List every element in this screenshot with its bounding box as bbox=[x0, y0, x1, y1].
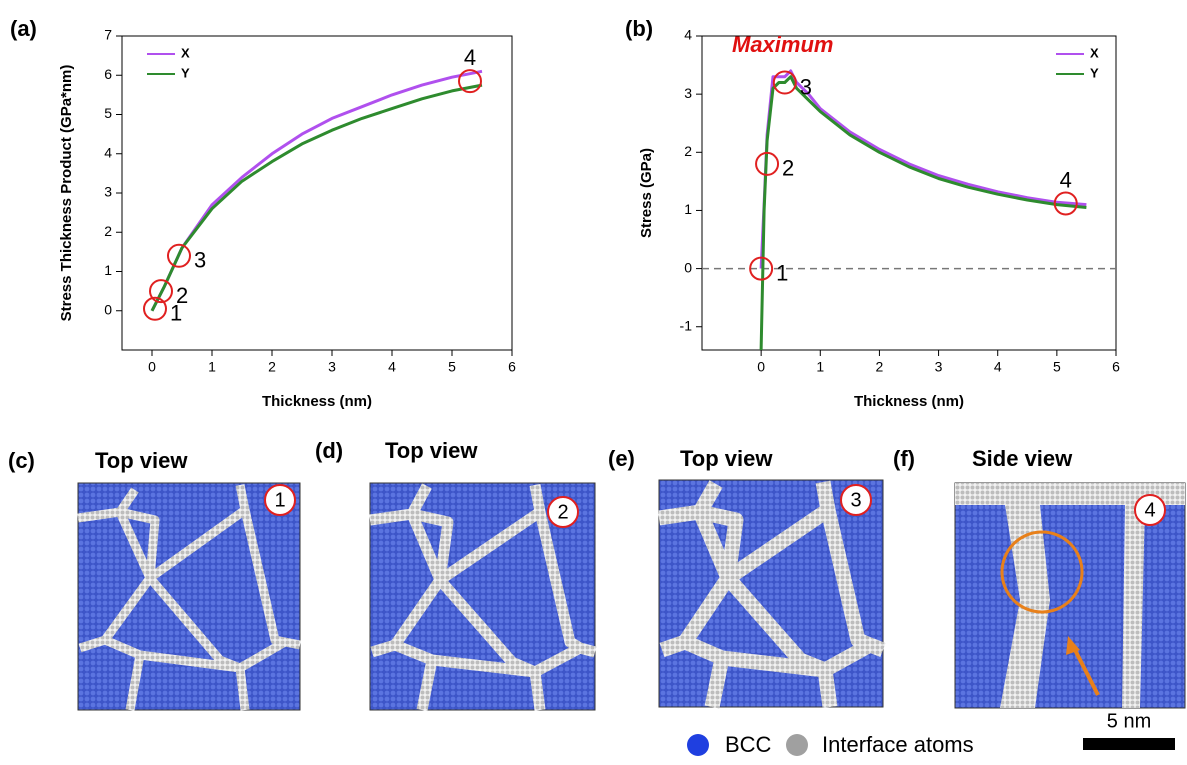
panel-label: (d) bbox=[315, 438, 343, 463]
legend-swatch bbox=[687, 734, 709, 756]
marker-label: 2 bbox=[782, 156, 794, 181]
y-tick-label: 5 bbox=[104, 105, 112, 121]
badge-label: 4 bbox=[1144, 499, 1155, 521]
x-tick-label: 0 bbox=[757, 359, 765, 375]
x-tick-label: 5 bbox=[1053, 359, 1061, 375]
panel-title: Top view bbox=[680, 446, 773, 471]
y-tick-label: 3 bbox=[684, 85, 692, 101]
y-axis-label: Stress (GPa) bbox=[638, 148, 655, 238]
marker-label: 4 bbox=[1060, 167, 1072, 192]
marker-label: 1 bbox=[170, 301, 182, 326]
x-tick-label: 2 bbox=[268, 359, 276, 375]
y-tick-label: 4 bbox=[104, 144, 112, 160]
x-tick-label: 1 bbox=[816, 359, 824, 375]
marker-circle bbox=[772, 70, 797, 95]
marker-label: 3 bbox=[194, 248, 206, 273]
marker-label: 1 bbox=[776, 260, 788, 285]
marker-circle bbox=[143, 296, 167, 321]
y-axis-label: Stress Thickness Product (GPa*nm) bbox=[58, 65, 75, 322]
panel-title: Top view bbox=[95, 448, 188, 473]
badge bbox=[264, 484, 296, 516]
data-line bbox=[759, 69, 1087, 269]
marker-circle bbox=[1053, 191, 1078, 216]
y-tick-label: 2 bbox=[684, 143, 692, 159]
snapshot-c bbox=[77, 482, 301, 711]
scale-bar bbox=[1083, 738, 1175, 750]
y-tick-label: 0 bbox=[684, 259, 692, 275]
x-axis-label: Thickness (nm) bbox=[262, 393, 372, 410]
y-tick-label: 0 bbox=[104, 301, 112, 317]
chart: (b) 0 1 2 3 4 5 6 -1 0 1 2 3 4 Thickness (nm) Stress (G… bbox=[625, 16, 1120, 410]
y-tick-label: 4 bbox=[684, 27, 692, 43]
legend-label: X bbox=[1090, 45, 1099, 60]
x-tick-label: 6 bbox=[508, 359, 516, 375]
x-tick-label: 5 bbox=[448, 359, 456, 375]
x-tick-label: 0 bbox=[148, 359, 156, 375]
y-tick-label: 1 bbox=[104, 262, 112, 278]
x-tick-label: 4 bbox=[994, 359, 1002, 375]
x-tick-label: 4 bbox=[388, 359, 396, 375]
snapshot-e bbox=[657, 479, 886, 709]
scale-bar-label: 5 nm bbox=[1107, 710, 1151, 732]
badge-label: 1 bbox=[274, 489, 285, 511]
marker-circle bbox=[755, 151, 780, 176]
badge bbox=[1134, 494, 1166, 526]
legend-label: Y bbox=[181, 65, 190, 80]
panel-title: Top view bbox=[385, 438, 478, 463]
badge bbox=[547, 496, 579, 528]
y-tick-label: 1 bbox=[684, 201, 692, 217]
y-tick-label: 2 bbox=[104, 223, 112, 239]
marker-circle bbox=[149, 279, 173, 304]
x-tick-label: 3 bbox=[935, 359, 943, 375]
legend-label: Interface atoms bbox=[822, 732, 974, 757]
panel-labels: (c) Top view 1 (d) Top view 2 (e) Top view 3 (f) S… bbox=[8, 438, 1166, 528]
data-line bbox=[150, 69, 483, 312]
annotation: Maximum bbox=[732, 32, 833, 57]
legend-label: BCC bbox=[725, 732, 772, 757]
x-axis-label: Thickness (nm) bbox=[854, 393, 964, 410]
marker-label: 4 bbox=[464, 45, 476, 70]
marker-label: 3 bbox=[800, 74, 812, 99]
panel-title: Side view bbox=[972, 446, 1073, 471]
y-tick-label: -1 bbox=[680, 317, 693, 333]
y-tick-label: 6 bbox=[104, 66, 112, 82]
legend-label: Y bbox=[1090, 65, 1099, 80]
x-tick-label: 6 bbox=[1112, 359, 1120, 375]
data-line bbox=[150, 83, 483, 312]
panel-label: (e) bbox=[608, 446, 635, 471]
legend-swatch bbox=[786, 734, 808, 756]
panel-label: (f) bbox=[893, 446, 915, 471]
marker-label: 2 bbox=[176, 283, 188, 308]
y-tick-label: 3 bbox=[104, 184, 112, 200]
badge-label: 3 bbox=[850, 489, 861, 511]
y-tick-label: 7 bbox=[104, 27, 112, 43]
badge-label: 2 bbox=[557, 501, 568, 523]
plot-frame bbox=[701, 35, 1117, 351]
marker-circle bbox=[458, 69, 482, 94]
panel-label: (c) bbox=[8, 448, 35, 473]
x-tick-label: 1 bbox=[208, 359, 216, 375]
legend-label: X bbox=[181, 45, 190, 60]
marker-circle bbox=[167, 243, 191, 268]
panel-label: (a) bbox=[10, 16, 37, 41]
x-tick-label: 2 bbox=[876, 359, 884, 375]
marker-circle bbox=[749, 256, 774, 281]
badge bbox=[840, 484, 872, 516]
x-tick-label: 3 bbox=[328, 359, 336, 375]
data-line bbox=[759, 75, 1087, 351]
panel-label: (b) bbox=[625, 16, 653, 41]
